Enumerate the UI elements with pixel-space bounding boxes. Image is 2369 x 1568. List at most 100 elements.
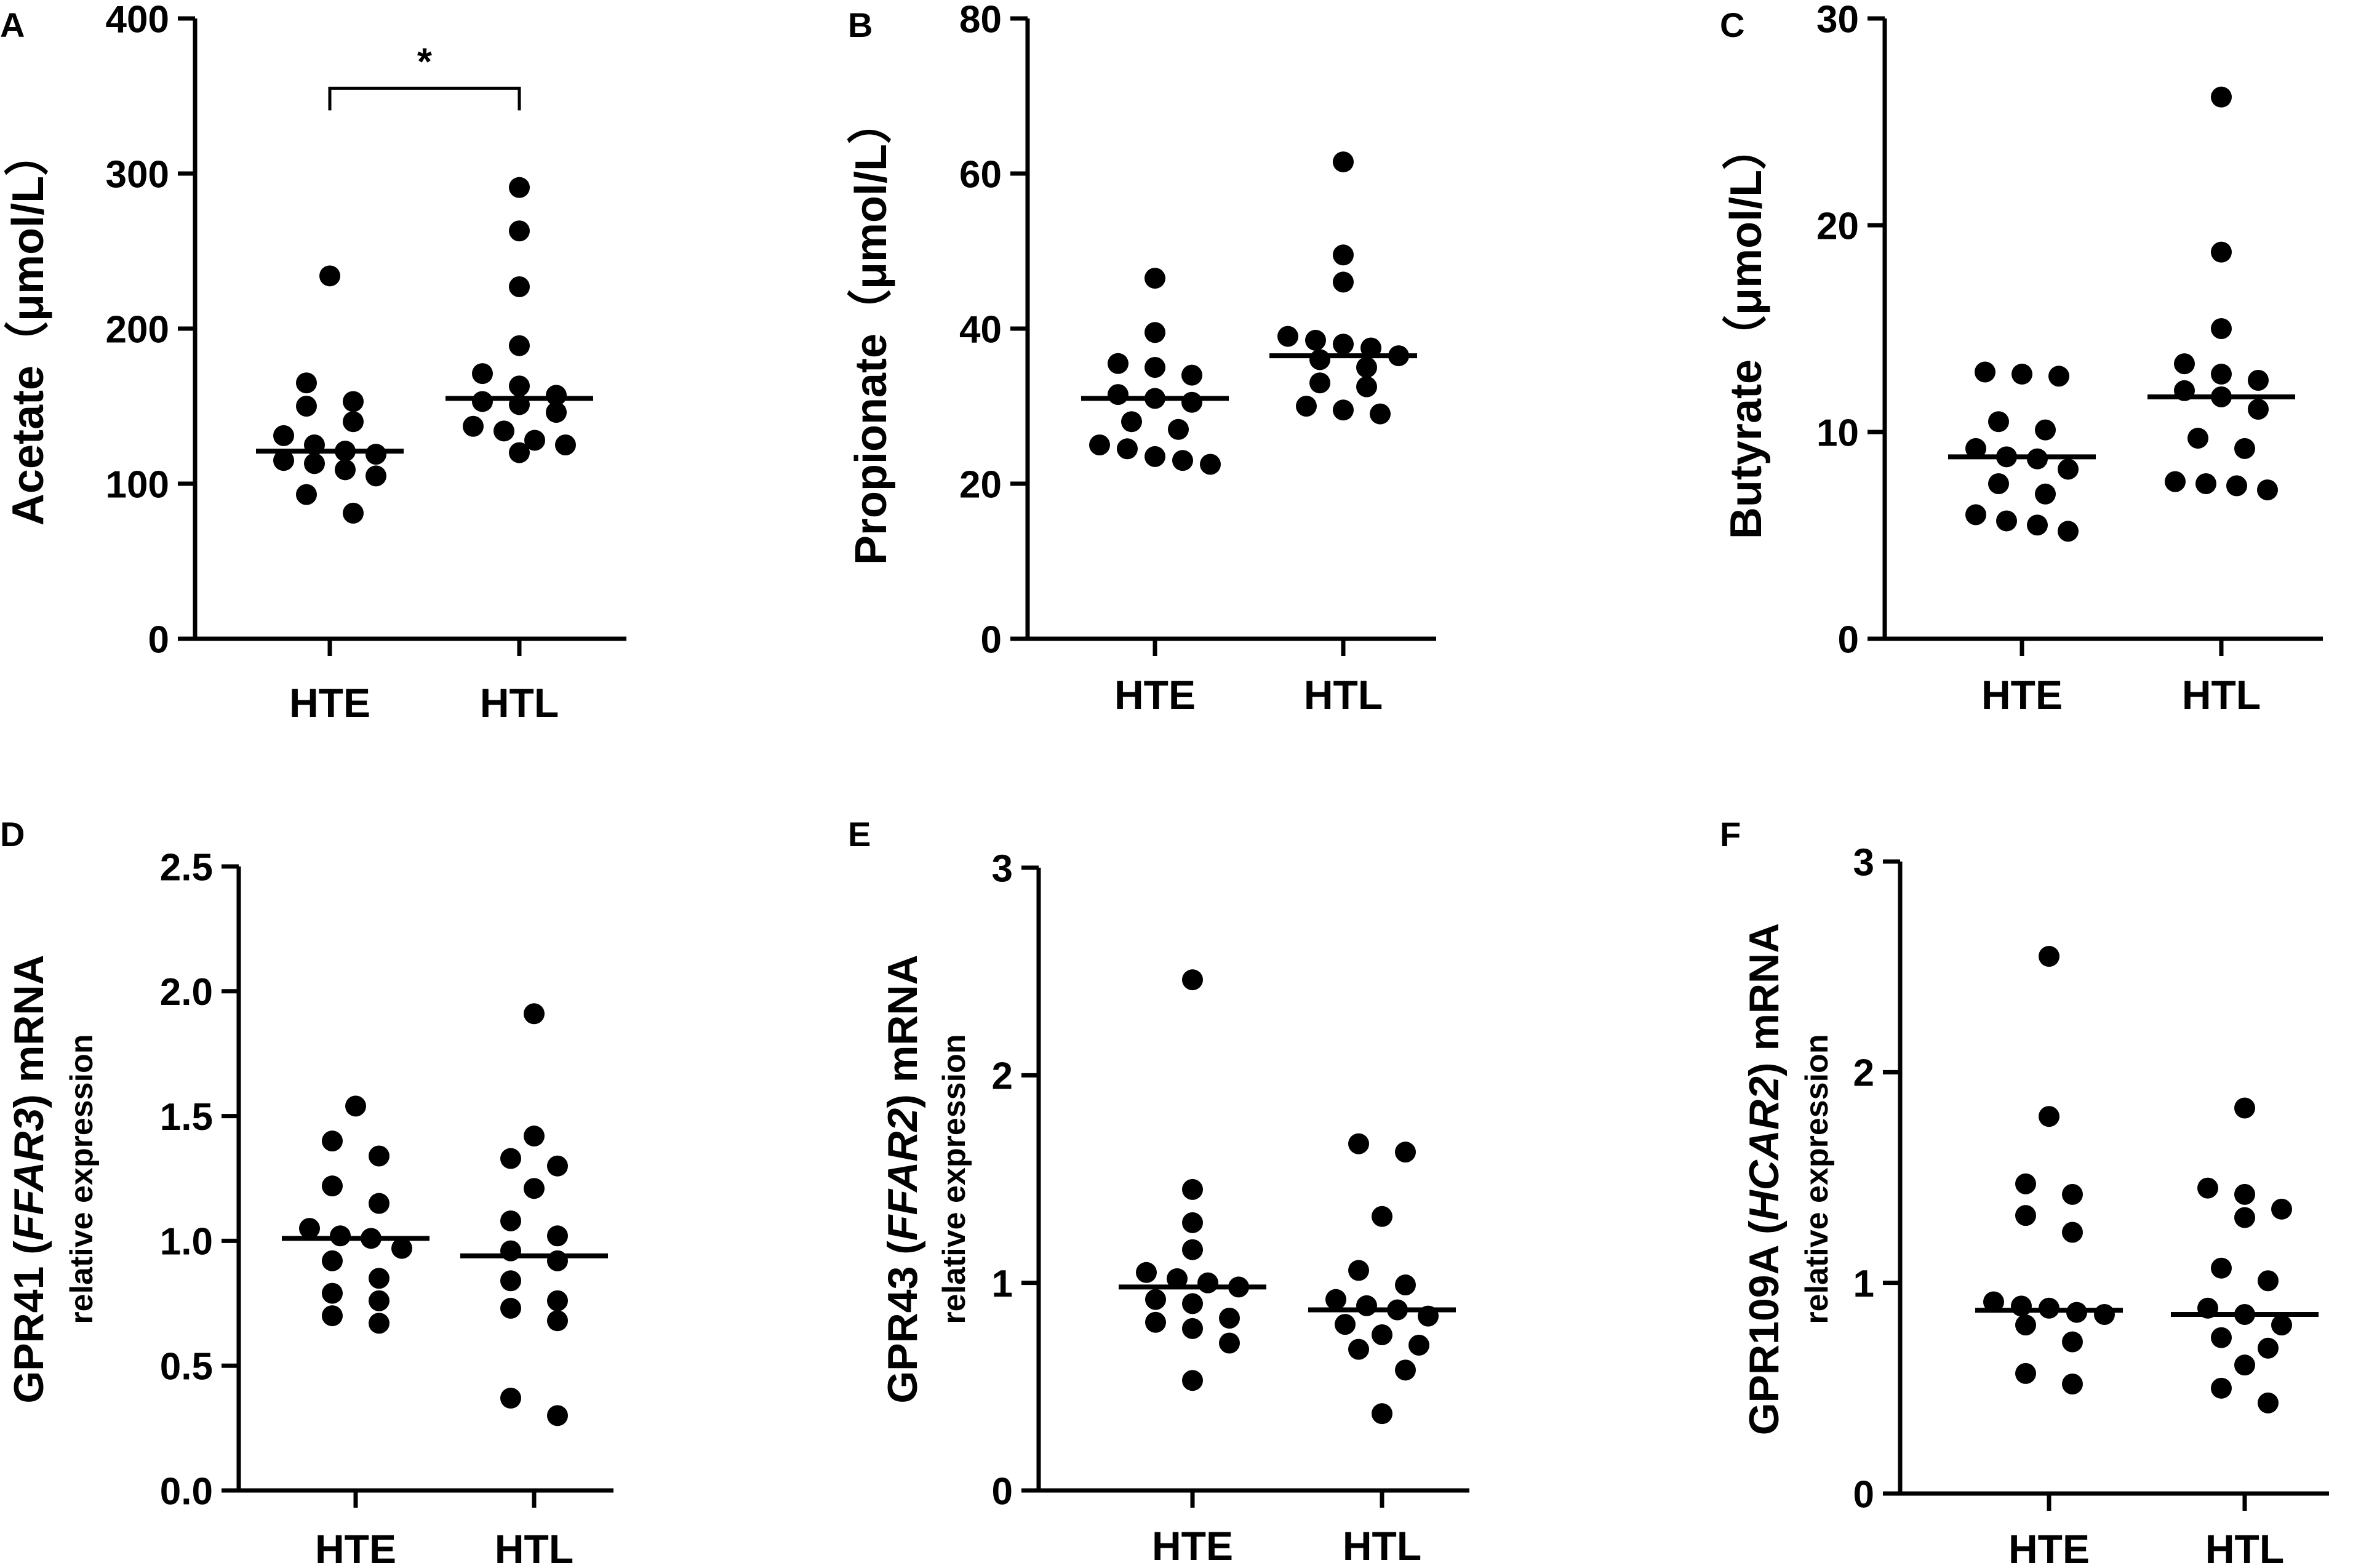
data-point-hte [299, 1218, 320, 1239]
data-point-htl [1372, 1206, 1392, 1227]
data-point-htl [1348, 1260, 1369, 1281]
data-point-hte [319, 265, 340, 287]
data-point-htl [2211, 363, 2232, 385]
data-point-hte [1219, 1308, 1240, 1329]
data-point-hte [1145, 1289, 1166, 1310]
y-tick-label: 0 [981, 618, 1002, 661]
data-point-hte [2035, 483, 2056, 505]
data-point-hte [296, 372, 317, 394]
y-tick-label: 1 [992, 1263, 1013, 1305]
data-point-htl [2174, 353, 2195, 375]
data-point-htl [1325, 1289, 1346, 1310]
data-point-htl [2211, 86, 2232, 108]
y-tick-label: 400 [106, 0, 169, 41]
data-point-htl [1309, 372, 1330, 394]
data-point-htl [1356, 357, 1377, 378]
x-category-label: HTL [480, 680, 559, 726]
data-point-htl [1356, 376, 1377, 398]
x-category-label: HTE [2008, 1526, 2090, 1568]
y-tick-label: 2.5 [160, 846, 213, 889]
y-tick-label: 60 [959, 153, 1002, 196]
data-point-htl [524, 1003, 545, 1025]
data-point-hte [1145, 268, 1165, 289]
y-axis-sublabel: relative expression [64, 1034, 100, 1324]
data-point-hte [2062, 1222, 2083, 1243]
x-category-label: HTE [289, 680, 370, 726]
data-point-htl [2211, 1257, 2232, 1279]
data-point-hte [2015, 1362, 2036, 1384]
y-tick-label: 2.0 [160, 971, 213, 1014]
x-category-label: HTL [2182, 672, 2261, 718]
data-point-hte [2011, 1295, 2032, 1317]
data-point-hte [366, 465, 386, 487]
data-point-htl [1408, 1334, 1429, 1356]
data-point-hte [2058, 458, 2079, 480]
data-point-hte [296, 396, 317, 417]
data-point-htl [500, 1387, 521, 1409]
panel-d: D 0.0 0.5 1.0 1.5 2.0 2.5 HTE HTL GPR41 (FFAR3) m… [0, 815, 613, 1568]
panel-letter: C [1720, 6, 1744, 44]
y-tick-label: 40 [959, 308, 1002, 351]
panel-letter: E [848, 815, 871, 854]
data-point-htl [2234, 438, 2255, 459]
data-point-htl [2271, 1314, 2292, 1336]
y-axis-label: Butyrate（μmol/L） [1722, 126, 1771, 539]
y-tick-label: 3 [1853, 841, 1874, 884]
data-point-htl [547, 1155, 568, 1177]
data-point-htl [1348, 1133, 1369, 1154]
data-point-hte [1145, 322, 1165, 343]
data-point-hte [1121, 411, 1142, 433]
data-point-hte [1197, 1272, 1218, 1294]
data-point-hte [1182, 1318, 1203, 1339]
data-point-htl [509, 442, 530, 463]
y-tick-label: 0 [1853, 1473, 1874, 1516]
data-point-hte [1988, 473, 2009, 494]
data-point-hte [2027, 514, 2048, 536]
data-point-hte [322, 1305, 343, 1327]
data-point-htl [1370, 403, 1391, 425]
data-point-hte [1167, 1268, 1188, 1289]
y-tick-label: 20 [1816, 205, 1859, 247]
data-point-htl [1277, 326, 1298, 347]
data-point-htl [500, 1210, 521, 1231]
data-point-htl [1296, 396, 1317, 417]
data-point-hte [1145, 357, 1165, 378]
y-tick-label: 0 [1838, 618, 1859, 661]
data-point-hte [369, 1193, 390, 1214]
data-point-hte [1996, 510, 2017, 532]
data-point-htl [2165, 471, 2186, 492]
y-tick-label: 20 [959, 463, 1002, 506]
y-axis-label: GPR109A (HCAR2) mRNA [1741, 923, 1788, 1436]
y-tick-label: 1.0 [160, 1221, 213, 1263]
data-point-hte [1965, 504, 1986, 526]
data-point-htl [2258, 1270, 2279, 1292]
data-point-hte [2011, 363, 2032, 385]
data-point-htl [1395, 1142, 1416, 1163]
data-point-hte [369, 1145, 390, 1167]
data-point-htl [1309, 349, 1330, 370]
y-tick-label: 0.0 [160, 1470, 213, 1513]
data-point-hte [296, 484, 317, 505]
panel-b: B 0 20 40 60 80 HTE HTL Propionate（μmol/L） [847, 0, 1436, 718]
data-point-hte [343, 391, 364, 412]
data-point-hte [1200, 454, 1221, 475]
y-tick-label: 0 [148, 618, 169, 661]
y-axis-sublabel: relative expression [1799, 1034, 1835, 1324]
data-point-hte [1181, 391, 1202, 413]
data-point-htl [547, 1405, 568, 1426]
data-point-hte [369, 1313, 390, 1334]
data-point-htl [2257, 479, 2278, 501]
panel-a: A 0 100 200 300 400 HTE HTL Acetate（μmol/L） * [0, 0, 626, 726]
data-point-hte [1168, 418, 1189, 440]
data-point-hte [322, 1250, 343, 1271]
data-point-htl [547, 1290, 568, 1311]
data-point-htl [546, 402, 567, 423]
data-point-htl [2234, 1354, 2255, 1376]
y-axis-label: Propionate（μmol/L） [847, 100, 896, 565]
data-point-htl [509, 335, 530, 356]
data-point-hte [1182, 1178, 1203, 1200]
data-point-hte [2062, 1331, 2083, 1353]
panel-letter: A [0, 6, 25, 44]
y-tick-label: 300 [106, 153, 169, 196]
data-point-hte [1136, 1262, 1157, 1283]
